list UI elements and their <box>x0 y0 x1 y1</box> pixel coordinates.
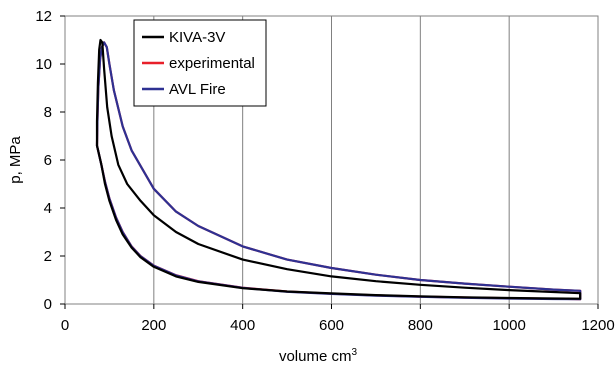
series-line-kiva-3v <box>95 38 582 300</box>
x-axis-title-superscript: 3 <box>351 347 357 358</box>
x-tick-label: 400 <box>230 317 255 334</box>
legend-label: AVL Fire <box>169 81 226 98</box>
legend-label: KIVA-3V <box>169 29 225 46</box>
x-tick-label: 200 <box>141 317 166 334</box>
y-tick-label: 2 <box>44 248 52 265</box>
x-tick-label: 1200 <box>581 317 614 334</box>
y-tick-label: 8 <box>44 104 52 121</box>
legend-label: experimental <box>169 55 255 72</box>
x-axis-title: volume cm3 <box>279 347 358 365</box>
x-tick-label: 1000 <box>492 317 525 334</box>
x-tick-label: 800 <box>408 317 433 334</box>
y-tick-label: 6 <box>44 152 52 169</box>
x-axis-ticks: 0 200 400 600 800 1000 1200 <box>61 304 615 334</box>
y-axis-ticks: 0 2 4 6 8 10 12 <box>35 8 65 313</box>
legend: KIVA-3V experimental AVL Fire <box>133 19 267 107</box>
data-series <box>95 38 582 301</box>
y-tick-label: 0 <box>44 296 52 313</box>
x-tick-label: 0 <box>61 317 69 334</box>
y-tick-label: 4 <box>44 200 52 217</box>
y-axis-title: p, MPa <box>7 136 24 184</box>
y-tick-label: 12 <box>35 8 52 25</box>
x-tick-label: 600 <box>319 317 344 334</box>
y-tick-label: 10 <box>35 56 52 73</box>
